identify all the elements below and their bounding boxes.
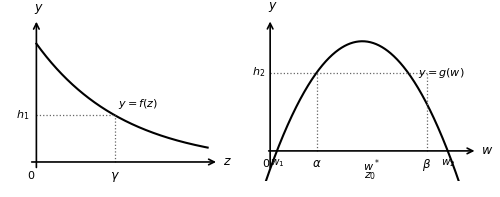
Text: $y$: $y$ bbox=[34, 2, 44, 16]
Text: $0$: $0$ bbox=[27, 169, 36, 181]
Text: $y = g(w)$: $y = g(w)$ bbox=[418, 66, 465, 80]
Text: $y = f(z)$: $y = f(z)$ bbox=[118, 97, 158, 111]
Text: $\alpha$: $\alpha$ bbox=[312, 157, 322, 170]
Text: $h_1$: $h_1$ bbox=[16, 108, 29, 122]
Text: $z$: $z$ bbox=[222, 155, 232, 168]
Text: $y$: $y$ bbox=[268, 0, 278, 14]
Text: $\gamma$: $\gamma$ bbox=[110, 170, 120, 184]
Text: $z_0$: $z_0$ bbox=[364, 170, 376, 182]
Text: $w_1$: $w_1$ bbox=[270, 157, 284, 169]
Text: $w$: $w$ bbox=[480, 144, 493, 157]
Text: $w^*$: $w^*$ bbox=[364, 157, 380, 174]
Text: $0$: $0$ bbox=[262, 157, 270, 169]
Text: $h_2$: $h_2$ bbox=[252, 66, 265, 80]
Text: $\beta$: $\beta$ bbox=[422, 157, 431, 173]
Text: $w_2$: $w_2$ bbox=[440, 157, 455, 169]
